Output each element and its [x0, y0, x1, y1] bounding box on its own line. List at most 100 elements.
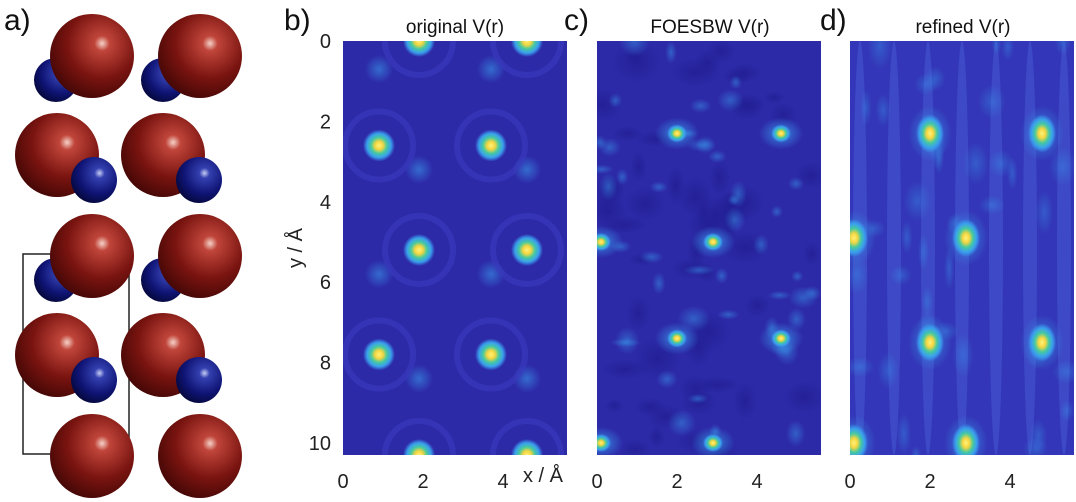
texture-blob [597, 164, 614, 174]
x-axis-label: x / Å [523, 464, 564, 487]
peak-ring [454, 108, 528, 183]
atom-large [50, 14, 134, 98]
texture-blob [903, 180, 932, 222]
x-axis-ticks: 0 2 4 [591, 471, 762, 493]
texture-blob [717, 89, 744, 112]
potential-peak [952, 423, 980, 455]
texture-blob [619, 41, 650, 57]
texture-blob [1029, 418, 1048, 453]
panel-b-label: b) [284, 4, 311, 37]
texture-blob [614, 327, 640, 355]
texture-blob [1052, 359, 1074, 384]
texture-blob [616, 168, 629, 185]
texture-blob [1035, 190, 1054, 235]
texture-stripe [1023, 41, 1037, 455]
texture-blob [962, 141, 989, 185]
panel-d-title: refined V(r) [915, 17, 1010, 38]
potential-peak [511, 439, 543, 455]
y-axis-label: y / Å [284, 227, 307, 268]
panel-b-title: original V(r) [406, 17, 504, 38]
texture-blob [639, 250, 664, 264]
texture-blob [648, 425, 665, 449]
atom-small [176, 157, 222, 203]
heatmap-d [850, 41, 1074, 455]
potential-peak [403, 439, 435, 455]
panel-a-label: a) [4, 4, 31, 37]
potential-peak [363, 338, 395, 371]
potential-peak [1028, 114, 1056, 153]
texture-blob [732, 381, 758, 421]
texture-blob [767, 290, 791, 300]
heatmap-c [597, 41, 821, 455]
peak-ring [382, 41, 456, 78]
texture-blob [889, 265, 912, 286]
x-axis-ticks: 0 2 4 [844, 471, 1015, 493]
texture-blob [859, 89, 872, 127]
x-tick-label: 2 [671, 471, 682, 493]
texture-blob [687, 393, 709, 404]
atom-large [50, 414, 134, 498]
minor-peak [405, 155, 433, 184]
texture-blob [715, 267, 729, 284]
texture-blob [770, 205, 783, 218]
x-tick-label: 2 [417, 471, 428, 493]
texture-blob [619, 439, 652, 455]
texture-blob [1001, 41, 1015, 61]
peak-ring [343, 108, 416, 183]
potential-peak [403, 234, 435, 267]
panel-d: d) refined V(r) 0 2 4 [820, 4, 1074, 493]
peak-ring [490, 41, 564, 78]
peak-ring [343, 317, 416, 392]
atom-structure [15, 14, 242, 498]
texture-blob [910, 445, 922, 455]
texture-blob [624, 186, 666, 222]
texture-blob [656, 370, 678, 389]
y-tick-label: 10 [309, 433, 331, 455]
potential-peak [1028, 323, 1056, 362]
texture-blob [977, 84, 1006, 120]
x-tick-label: 0 [337, 471, 348, 493]
texture-blob [988, 149, 1014, 178]
texture-blob [630, 151, 648, 183]
y-tick-label: 4 [320, 192, 331, 214]
peak-ring [454, 317, 528, 392]
minor-peak [365, 55, 393, 84]
potential-peak [475, 129, 507, 162]
panel-c-label: c) [564, 4, 589, 37]
panel-a: a) [4, 4, 242, 498]
texture-blob [875, 93, 892, 128]
texture-blob [729, 75, 742, 90]
texture-blob [1054, 41, 1071, 56]
texture-blob [729, 180, 747, 208]
texture-blob [753, 234, 769, 256]
texture-blob [652, 272, 666, 295]
peak-ring [490, 418, 564, 455]
y-axis-ticks: 0 2 4 6 8 10 [309, 31, 331, 455]
texture-blob [917, 233, 930, 272]
texture-blob [921, 285, 934, 319]
potential-peak [597, 232, 611, 251]
texture-blob [608, 93, 623, 108]
heatmap-b [343, 41, 564, 455]
texture-stripe [989, 41, 1003, 455]
potential-peak [703, 232, 723, 251]
texture-stripe [1057, 41, 1071, 455]
atom-large [158, 414, 242, 498]
texture-blob [978, 195, 1006, 215]
peak-ring [490, 213, 564, 288]
y-tick-label: 0 [320, 31, 331, 53]
x-axis-ticks: 0 2 4 [337, 471, 508, 493]
texture-blob [677, 176, 714, 218]
texture-stripe [887, 41, 901, 455]
texture-blob [598, 137, 621, 157]
texture-blob [599, 172, 618, 201]
texture-blob [649, 181, 668, 193]
texture-blob [1059, 399, 1074, 423]
texture-blob [744, 293, 771, 318]
texture-blob [791, 270, 804, 282]
x-tick-label: 4 [751, 471, 762, 493]
texture-blob [763, 91, 786, 104]
y-tick-label: 2 [320, 111, 331, 133]
atom-large [158, 214, 242, 298]
texture-blob [667, 409, 696, 437]
